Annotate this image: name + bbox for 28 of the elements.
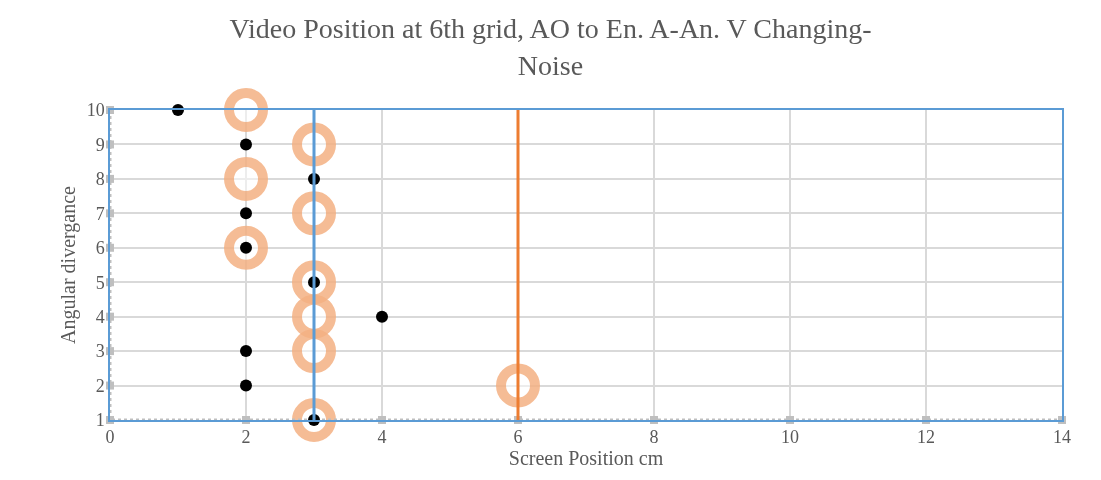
x-tick-label: 14 — [1053, 427, 1071, 448]
point — [240, 345, 252, 358]
y-tick-label: 3 — [95, 341, 105, 362]
point — [240, 207, 252, 220]
chart-title: Video Position at 6th grid, AO to En. A-An. V Changing-Noise — [229, 13, 872, 81]
x-axis-title: Screen Position cm — [508, 447, 664, 470]
x-tick-label: 12 — [917, 427, 935, 448]
point — [224, 88, 268, 132]
y-tick-label: 1 — [95, 410, 105, 431]
y-tick-label: 6 — [95, 238, 105, 259]
y-tick-label: 5 — [95, 272, 105, 293]
x-tick-label: 4 — [377, 427, 387, 448]
x-tick-label: 10 — [781, 427, 799, 448]
y-tick-label: 10 — [86, 100, 105, 121]
y-tick-label: 7 — [95, 203, 105, 224]
x-tick-label: 8 — [649, 427, 659, 448]
x-tick-label: 6 — [513, 427, 523, 448]
point — [376, 310, 388, 323]
x-tick-label: 0 — [105, 427, 115, 448]
point — [240, 379, 252, 392]
point — [240, 138, 252, 151]
y-tick-label: 4 — [95, 306, 105, 327]
y-axis-title: Angular divergance — [56, 185, 80, 344]
point — [224, 156, 268, 201]
y-tick-label: 9 — [95, 134, 105, 155]
y-tick-label: 8 — [95, 169, 105, 190]
y-tick-label: 2 — [95, 375, 105, 396]
x-tick-label: 2 — [241, 427, 251, 448]
